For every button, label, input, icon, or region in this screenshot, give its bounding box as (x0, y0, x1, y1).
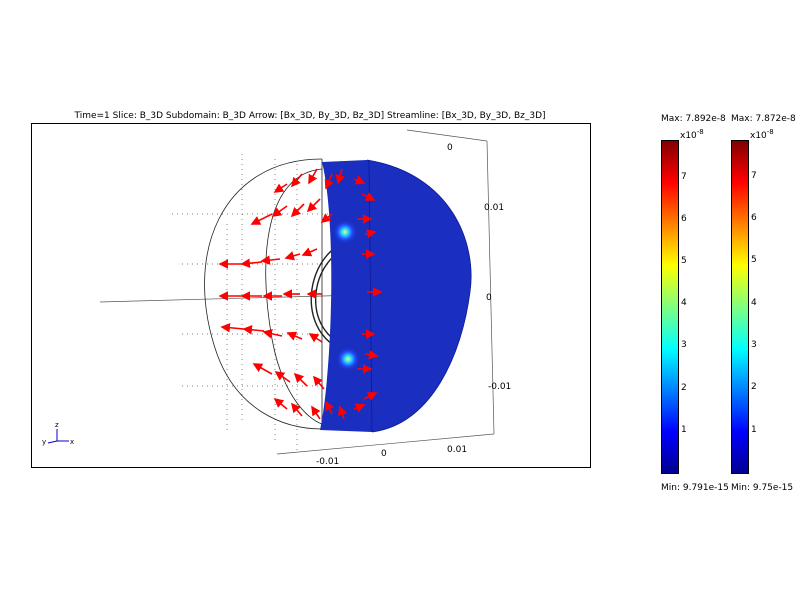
axis-ticks: 0 0.01 0 -0.01 -0.01 0 0.01 (316, 143, 511, 467)
field-arrow (306, 198, 321, 213)
field-arrow (220, 322, 245, 333)
colorbar-1-tick-6: 6 (681, 213, 687, 224)
field-arrow (335, 168, 345, 185)
field-arrow (260, 255, 281, 265)
field-arrow (273, 183, 288, 193)
colorbar-2-tick-5: 5 (751, 255, 757, 266)
tick-v-0: 0.01 (484, 203, 504, 213)
field-arrow (325, 400, 334, 415)
colorbar-2-min: Min: 9.75e-15 (731, 483, 794, 493)
field-arrow (286, 331, 303, 341)
field-arrow (274, 371, 291, 383)
field-arrow (250, 213, 273, 225)
field-arrow (364, 228, 377, 239)
field-arrow (273, 397, 288, 410)
field-arrow (290, 402, 303, 417)
tick-h-0: -0.01 (316, 457, 339, 467)
field-arrow (284, 251, 301, 261)
field-arrow (293, 372, 308, 387)
arrow-field (218, 168, 383, 420)
colorbar-1-exponent: x10-8 (680, 128, 704, 141)
colorbar-1-tick-1: 1 (681, 424, 687, 435)
plot-title: Time=1 Slice: B_3D Subdomain: B_3D Arrow… (74, 111, 546, 121)
colorbar-2-tick-1: 1 (751, 424, 757, 435)
field-arrow (301, 247, 318, 257)
field-arrow (363, 392, 378, 401)
plot-area: 0 0.01 0 -0.01 -0.01 0 0.01 z x y (31, 123, 591, 468)
triad-z: z (55, 421, 59, 429)
field-arrow (312, 375, 325, 390)
colorbar-2 (731, 140, 749, 474)
tick-h-1: 0 (381, 449, 387, 459)
field-arrow (353, 175, 366, 185)
colorbar-1-tick-4: 4 (681, 298, 687, 309)
plot-canvas: 0 0.01 0 -0.01 -0.01 0 0.01 z x y (42, 129, 511, 467)
field-arrow (353, 403, 366, 413)
field-arrow (308, 333, 323, 343)
colorbar-1-tick-2: 2 (681, 382, 687, 393)
field-arrow (271, 205, 288, 217)
field-arrow (290, 203, 305, 218)
colorbar-1-tick-3: 3 (681, 340, 687, 351)
field-arrow (324, 173, 334, 190)
axis-triad: z x y (42, 421, 74, 446)
field-arrow (290, 173, 303, 188)
colorbar-2-tick-2: 2 (751, 382, 757, 393)
tick-h-2: 0.01 (447, 445, 467, 455)
tick-depth-0: 0 (447, 143, 453, 153)
field-arrow (364, 349, 379, 360)
colorbar-2-tick-7: 7 (751, 170, 757, 181)
colorbar-1 (661, 140, 679, 474)
triad-x: x (70, 438, 74, 446)
field-arrow (311, 405, 321, 420)
field-arrow (337, 405, 348, 420)
colorbar-1-tick-5: 5 (681, 256, 687, 267)
colorbar-1-max: Max: 7.892e-8 (661, 114, 726, 124)
field-arrow (308, 168, 318, 185)
colorbar-2-exponent: x10-8 (750, 128, 774, 141)
field-arrow (252, 363, 273, 375)
field-arrow (320, 213, 333, 223)
field-arrow (242, 325, 265, 335)
colorbar-2-tick-6: 6 (751, 213, 757, 224)
field-arrow (361, 192, 376, 201)
colorbar-2-max: Max: 7.872e-8 (731, 114, 796, 124)
tick-v-2: -0.01 (488, 382, 511, 392)
slice-surface (320, 159, 472, 433)
field-arrow (240, 258, 263, 268)
colorbar-1-min: Min: 9.791e-15 (661, 483, 729, 493)
tick-v-1: 0 (486, 293, 492, 303)
colorbar-2-tick-4: 4 (751, 297, 757, 308)
triad-y: y (42, 438, 46, 446)
colorbar-1-tick-7: 7 (681, 171, 687, 182)
field-arrow (262, 329, 283, 339)
colorbar-2-tick-3: 3 (751, 340, 757, 351)
